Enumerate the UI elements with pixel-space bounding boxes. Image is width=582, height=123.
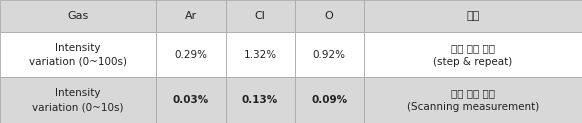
Bar: [0, 77, 157, 123]
Text: 비고: 비고: [466, 11, 480, 21]
Bar: [225, 77, 294, 123]
Text: 0.03%: 0.03%: [173, 95, 209, 105]
Text: 0.13%: 0.13%: [242, 95, 278, 105]
Bar: [364, 77, 582, 123]
Bar: [294, 32, 364, 77]
Bar: [294, 0, 364, 32]
Bar: [294, 77, 364, 123]
Text: Intensity
variation (0~100s): Intensity variation (0~100s): [29, 43, 127, 67]
Bar: [225, 32, 294, 77]
Bar: [157, 77, 225, 123]
Bar: [0, 32, 157, 77]
Text: 변경 계측 방식
(Scanning measurement): 변경 계측 방식 (Scanning measurement): [407, 88, 539, 112]
Bar: [225, 0, 294, 32]
Bar: [157, 32, 225, 77]
Bar: [364, 0, 582, 32]
Text: 기존 계측 방식
(step & repeat): 기존 계측 방식 (step & repeat): [433, 43, 513, 67]
Text: Gas: Gas: [68, 11, 89, 21]
Bar: [157, 0, 225, 32]
Text: 0.29%: 0.29%: [175, 50, 207, 60]
Text: Intensity
variation (0~10s): Intensity variation (0~10s): [33, 88, 124, 112]
Text: Ar: Ar: [185, 11, 197, 21]
Bar: [364, 32, 582, 77]
Text: 0.92%: 0.92%: [313, 50, 346, 60]
Text: O: O: [325, 11, 333, 21]
Text: Cl: Cl: [255, 11, 265, 21]
Text: 1.32%: 1.32%: [243, 50, 276, 60]
Bar: [0, 0, 157, 32]
Text: 0.09%: 0.09%: [311, 95, 347, 105]
